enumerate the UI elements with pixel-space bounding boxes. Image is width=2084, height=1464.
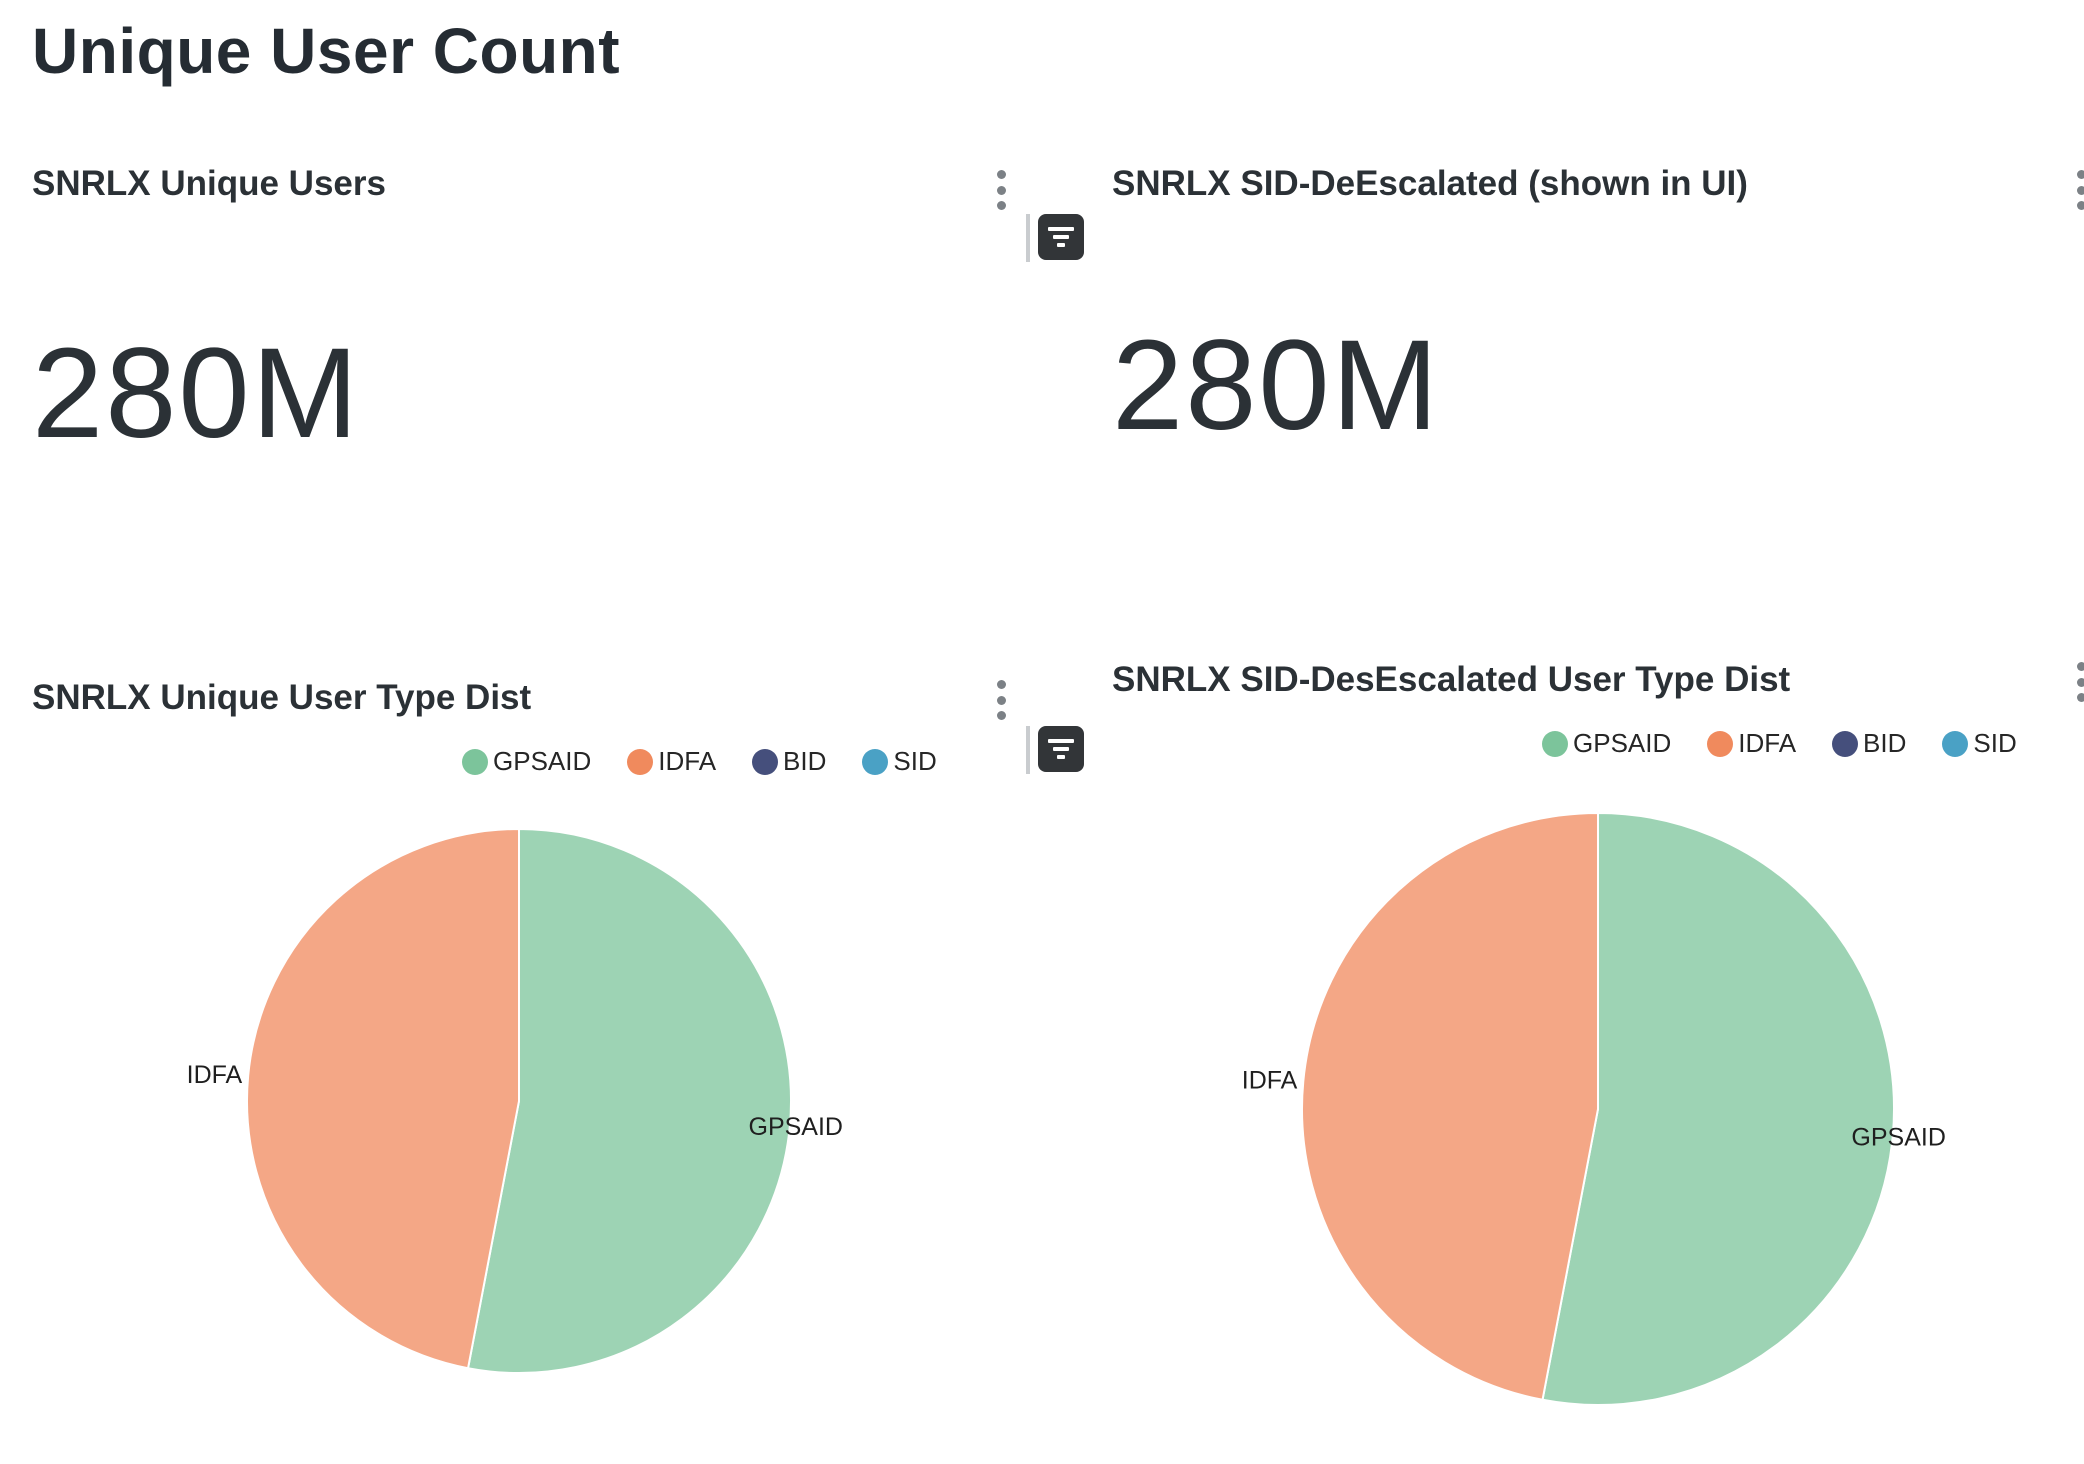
- legend-item-gpsaid[interactable]: GPSAID: [1542, 728, 1671, 759]
- pie-chart: GPSAID IDFA: [187, 827, 843, 1374]
- pie-slice-gpsaid[interactable]: [466, 827, 792, 1374]
- unique-users-value: 280M: [32, 322, 361, 465]
- legend-label: IDFA: [658, 746, 717, 776]
- legend-label: GPSAID: [1573, 728, 1672, 758]
- pie-chart: GPSAID IDFA: [1242, 811, 1946, 1406]
- panel-menu-icon[interactable]: [990, 168, 1012, 212]
- panel-title: SNRLX SID-DeEscalated (shown in UI): [1112, 164, 1748, 203]
- panel-menu-icon[interactable]: [2070, 660, 2084, 704]
- legend-item-sid[interactable]: SID: [1942, 728, 2017, 759]
- legend-item-idfa[interactable]: IDFA: [627, 746, 716, 777]
- legend-label: BID: [783, 746, 827, 776]
- pie-slice-idfa[interactable]: [1301, 811, 1599, 1401]
- chart-title: SNRLX Unique User Type Dist: [32, 678, 532, 717]
- page-title: Unique User Count: [32, 15, 621, 87]
- legend-label: BID: [1863, 728, 1907, 758]
- filter-icon: [1038, 214, 1084, 260]
- legend-item-bid[interactable]: BID: [1832, 728, 1906, 759]
- pie-slice-idfa[interactable]: [246, 827, 520, 1370]
- unique-user-type-dist-panel: SNRLX Unique User Type Dist GPSAID IDFA …: [32, 672, 1022, 1432]
- legend-label: SID: [1973, 728, 2017, 758]
- panel-title: SNRLX Unique Users: [32, 164, 386, 203]
- unique-users-panel: SNRLX Unique Users 280M: [32, 160, 1022, 580]
- legend-label: GPSAID: [493, 746, 592, 776]
- sid-descalated-panel: SNRLX SID-DeEscalated (shown in UI) 280M: [1112, 160, 2084, 580]
- legend-label: SID: [893, 746, 937, 776]
- chart-title: SNRLX SID-DesEscalated User Type Dist: [1112, 660, 1791, 699]
- filter-toggle-button[interactable]: [1026, 726, 1086, 774]
- legend-item-idfa[interactable]: IDFA: [1707, 728, 1796, 759]
- chart-legend: GPSAID IDFA BID SID: [1542, 728, 2017, 759]
- sid-descalated-value: 280M: [1112, 314, 1441, 457]
- filter-toggle-button[interactable]: [1026, 214, 1086, 262]
- panel-menu-icon[interactable]: [2070, 168, 2084, 212]
- pie-slice-label: GPSAID: [1851, 1123, 1945, 1151]
- pie-slice-label: GPSAID: [749, 1113, 843, 1141]
- chart-legend: GPSAID IDFA BID SID: [462, 746, 937, 777]
- pie-slice-gpsaid[interactable]: [1541, 811, 1895, 1406]
- pie-slice-label: IDFA: [1242, 1067, 1298, 1095]
- legend-item-sid[interactable]: SID: [862, 746, 937, 777]
- legend-item-gpsaid[interactable]: GPSAID: [462, 746, 591, 777]
- filter-icon: [1038, 726, 1084, 772]
- legend-item-bid[interactable]: BID: [752, 746, 826, 777]
- pie-slice-label: IDFA: [187, 1061, 243, 1089]
- panel-menu-icon[interactable]: [990, 678, 1012, 722]
- legend-label: IDFA: [1738, 728, 1797, 758]
- sid-descalated-user-type-dist-panel: SNRLX SID-DesEscalated User Type Dist GP…: [1112, 654, 2084, 1444]
